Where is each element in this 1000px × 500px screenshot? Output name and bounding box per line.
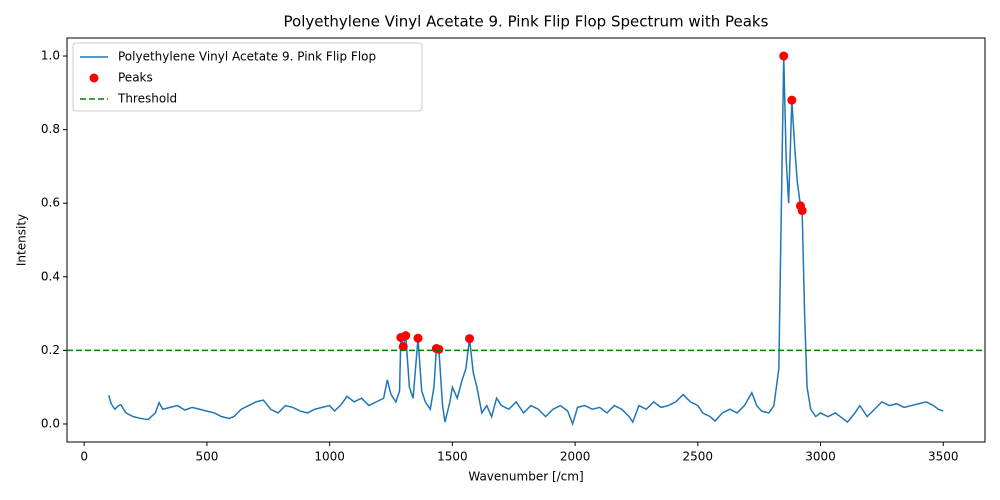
peak-point <box>779 51 789 61</box>
x-tick-label: 3500 <box>928 450 959 464</box>
peak-point <box>398 342 408 352</box>
y-tick-label: 0.8 <box>41 122 60 136</box>
y-tick-label: 0.4 <box>41 269 60 283</box>
x-axis-label: Wavenumber [/cm] <box>468 470 583 484</box>
peak-point <box>401 331 411 341</box>
legend-label: Threshold <box>117 92 177 106</box>
y-tick-label: 0.6 <box>41 196 60 210</box>
y-axis-label: Intensity <box>15 214 29 266</box>
x-tick-label: 1000 <box>314 450 345 464</box>
chart-title: Polyethylene Vinyl Acetate 9. Pink Flip … <box>284 13 769 31</box>
axes-frame <box>66 37 986 443</box>
x-tick-label: 3000 <box>805 450 836 464</box>
y-tick-label: 1.0 <box>41 49 60 63</box>
peak-point <box>434 344 444 354</box>
y-tick-label: 0.0 <box>41 416 60 430</box>
legend-marker <box>89 73 99 83</box>
peak-point <box>787 95 797 105</box>
x-tick-label: 500 <box>195 450 218 464</box>
legend-box <box>72 42 423 112</box>
legend-label: Peaks <box>118 71 153 85</box>
peak-point <box>797 206 807 216</box>
legend-label: Polyethylene Vinyl Acetate 9. Pink Flip … <box>118 50 376 64</box>
peak-point <box>465 334 475 344</box>
x-tick-label: 2000 <box>560 450 591 464</box>
x-tick-label: 1500 <box>437 450 468 464</box>
y-tick-label: 0.2 <box>41 343 60 357</box>
x-tick-label: 2500 <box>683 450 714 464</box>
x-tick-label: 0 <box>80 450 88 464</box>
peak-point <box>413 333 423 343</box>
